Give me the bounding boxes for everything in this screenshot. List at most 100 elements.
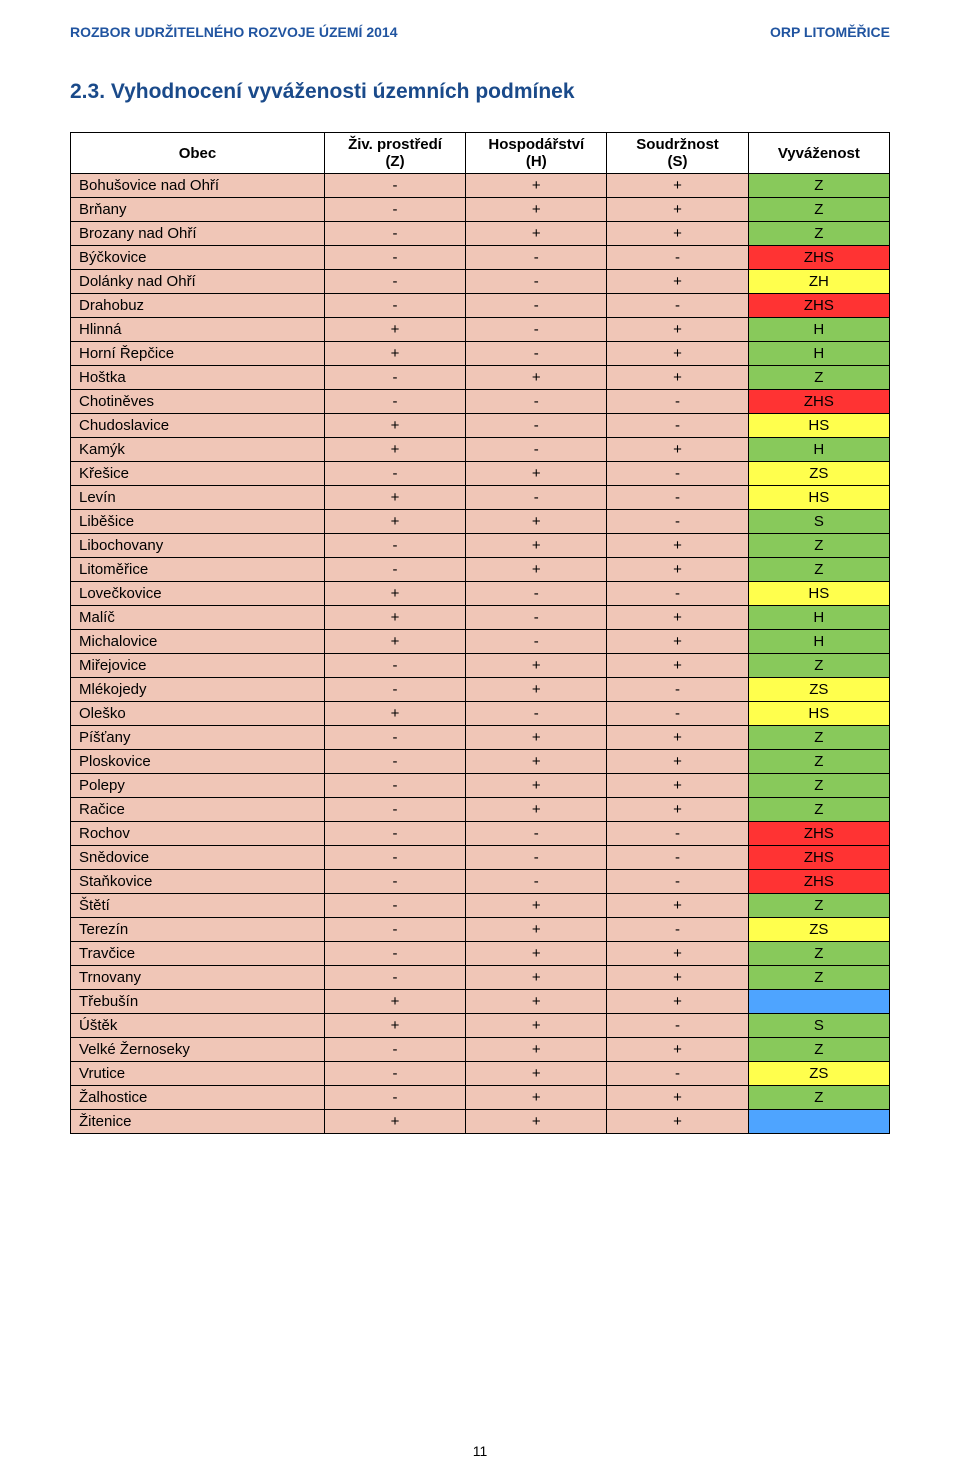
- cell-h: +: [466, 1062, 607, 1086]
- cell-obec: Mlékojedy: [71, 678, 325, 702]
- cell-s: +: [607, 174, 748, 198]
- cell-balance: ZS: [748, 918, 889, 942]
- cell-balance: Z: [748, 894, 889, 918]
- cell-obec: Třebušín: [71, 990, 325, 1014]
- cell-s: +: [607, 534, 748, 558]
- cell-h: -: [466, 294, 607, 318]
- cell-balance: Z: [748, 174, 889, 198]
- cell-obec: Oleško: [71, 702, 325, 726]
- cell-balance: H: [748, 438, 889, 462]
- cell-obec: Malíč: [71, 606, 325, 630]
- cell-obec: Miřejovice: [71, 654, 325, 678]
- cell-z: -: [324, 390, 465, 414]
- cell-balance: ZS: [748, 678, 889, 702]
- cell-s: +: [607, 894, 748, 918]
- cell-balance: ZHS: [748, 870, 889, 894]
- cell-h: +: [466, 918, 607, 942]
- cell-balance: H: [748, 342, 889, 366]
- cell-balance: Z: [748, 654, 889, 678]
- table-row: Travčice-++Z: [71, 942, 890, 966]
- cell-h: -: [466, 318, 607, 342]
- cell-h: +: [466, 750, 607, 774]
- table-row: Snědovice---ZHS: [71, 846, 890, 870]
- cell-balance: Z: [748, 750, 889, 774]
- cell-z: +: [324, 486, 465, 510]
- cell-obec: Levín: [71, 486, 325, 510]
- section-title: 2.3. Vyhodnocení vyváženosti územních po…: [70, 80, 890, 104]
- cell-balance: ZS: [748, 462, 889, 486]
- cell-h: +: [466, 1086, 607, 1110]
- cell-obec: Chotiněves: [71, 390, 325, 414]
- table-row: Křešice-+-ZS: [71, 462, 890, 486]
- cell-balance: Z: [748, 1086, 889, 1110]
- cell-h: +: [466, 198, 607, 222]
- doc-header-left: ROZBOR UDRŽITELNÉHO ROZVOJE ÚZEMÍ 2014: [70, 24, 397, 40]
- cell-z: -: [324, 534, 465, 558]
- cell-s: -: [607, 510, 748, 534]
- cell-z: -: [324, 918, 465, 942]
- table-row: Chudoslavice+--HS: [71, 414, 890, 438]
- cell-s: +: [607, 1086, 748, 1110]
- table-row: Bohušovice nad Ohří-++Z: [71, 174, 890, 198]
- cell-z: +: [324, 438, 465, 462]
- cell-s: +: [607, 342, 748, 366]
- cell-z: -: [324, 798, 465, 822]
- cell-obec: Horní Řepčice: [71, 342, 325, 366]
- cell-z: -: [324, 726, 465, 750]
- cell-s: -: [607, 822, 748, 846]
- cell-obec: Staňkovice: [71, 870, 325, 894]
- table-row: Rochov---ZHS: [71, 822, 890, 846]
- cell-obec: Libochovany: [71, 534, 325, 558]
- cell-obec: Rochov: [71, 822, 325, 846]
- cell-h: -: [466, 630, 607, 654]
- column-header-obec: Obec: [71, 133, 325, 174]
- cell-balance: ZHS: [748, 294, 889, 318]
- cell-h: +: [466, 966, 607, 990]
- cell-z: -: [324, 558, 465, 582]
- cell-s: +: [607, 318, 748, 342]
- cell-s: +: [607, 558, 748, 582]
- page-number: 11: [0, 1443, 960, 1459]
- cell-z: +: [324, 990, 465, 1014]
- table-row: Brňany-++Z: [71, 198, 890, 222]
- cell-z: +: [324, 630, 465, 654]
- column-header-v: Vyváženost: [748, 133, 889, 174]
- cell-s: +: [607, 366, 748, 390]
- cell-h: +: [466, 798, 607, 822]
- cell-s: +: [607, 1038, 748, 1062]
- cell-obec: Lovečkovice: [71, 582, 325, 606]
- cell-s: -: [607, 246, 748, 270]
- cell-obec: Račice: [71, 798, 325, 822]
- cell-obec: Štětí: [71, 894, 325, 918]
- table-row: Oleško+--HS: [71, 702, 890, 726]
- cell-balance: Z: [748, 222, 889, 246]
- cell-z: +: [324, 510, 465, 534]
- cell-obec: Terezín: [71, 918, 325, 942]
- cell-z: -: [324, 894, 465, 918]
- cell-obec: Bohušovice nad Ohří: [71, 174, 325, 198]
- cell-z: -: [324, 1086, 465, 1110]
- cell-h: +: [466, 174, 607, 198]
- table-row: Miřejovice-++Z: [71, 654, 890, 678]
- table-row: Býčkovice---ZHS: [71, 246, 890, 270]
- cell-balance: S: [748, 1014, 889, 1038]
- cell-balance: Z: [748, 558, 889, 582]
- cell-z: -: [324, 174, 465, 198]
- cell-obec: Snědovice: [71, 846, 325, 870]
- cell-s: -: [607, 294, 748, 318]
- cell-z: +: [324, 1110, 465, 1134]
- cell-h: -: [466, 870, 607, 894]
- doc-header-right: ORP LITOMĚŘICE: [770, 24, 890, 40]
- table-row: Ploskovice-++Z: [71, 750, 890, 774]
- cell-obec: Hoštka: [71, 366, 325, 390]
- cell-h: -: [466, 342, 607, 366]
- cell-obec: Michalovice: [71, 630, 325, 654]
- cell-obec: Kamýk: [71, 438, 325, 462]
- cell-z: -: [324, 966, 465, 990]
- table-row: Horní Řepčice+-+H: [71, 342, 890, 366]
- cell-h: +: [466, 222, 607, 246]
- column-header-z: Živ. prostředí(Z): [324, 133, 465, 174]
- cell-balance: Z: [748, 366, 889, 390]
- cell-h: -: [466, 486, 607, 510]
- cell-balance: [748, 990, 889, 1014]
